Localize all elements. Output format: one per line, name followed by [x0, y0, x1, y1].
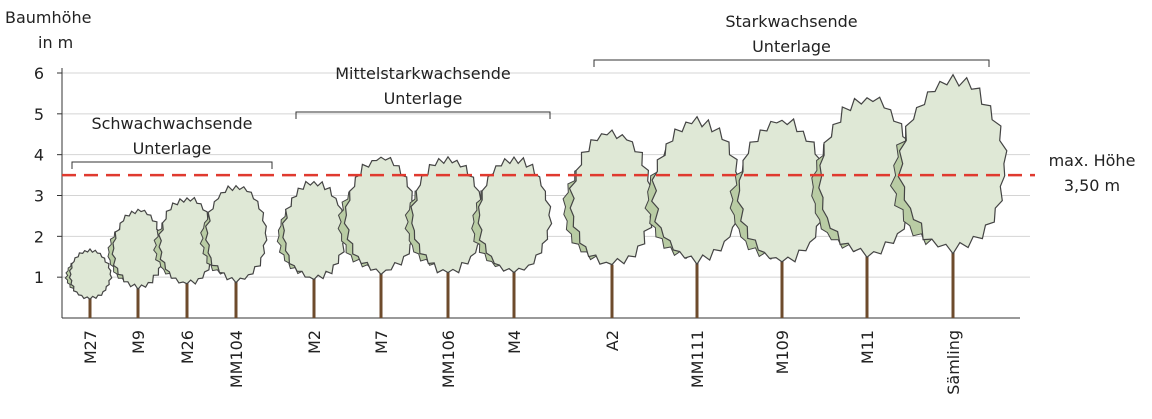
- chart: Baumhöhe in m 1 2 3 4 5 6 M27 M9 M26 MM104 Schwachwa…: [0, 0, 1152, 415]
- x-tick-label: M26: [178, 330, 197, 364]
- y-tick-label: 3: [34, 187, 44, 206]
- x-tick-label: Sämling: [944, 330, 963, 395]
- group-bracket: [72, 162, 272, 169]
- y-tick-label: 6: [34, 64, 44, 83]
- x-tick-label: MM106: [439, 330, 458, 388]
- group-bracket: [296, 112, 550, 119]
- group-label: Schwachwachsende: [91, 114, 252, 133]
- y-axis-title: in m: [38, 33, 73, 52]
- reference-label: max. Höhe: [1049, 151, 1136, 170]
- tree-crown: [570, 130, 655, 265]
- x-tick-label: M11: [858, 330, 877, 364]
- x-tick-label: MM111: [688, 330, 707, 388]
- y-tick-label: 2: [34, 227, 44, 246]
- y-axis-title: Baumhöhe: [5, 8, 91, 27]
- reference-label: 3,50 m: [1064, 176, 1120, 195]
- tree-crown: [69, 249, 111, 299]
- x-tick-label: M27: [81, 330, 100, 364]
- group-label: Unterlage: [752, 37, 831, 56]
- x-tick-label: M9: [129, 330, 148, 354]
- group-label: Unterlage: [133, 139, 212, 158]
- x-tick-label: MM104: [227, 330, 246, 388]
- y-tick-label: 4: [34, 146, 44, 165]
- group-label: Unterlage: [384, 89, 463, 108]
- x-tick-label: M2: [305, 330, 324, 354]
- y-tick-label: 1: [34, 268, 44, 287]
- x-tick-label: M7: [372, 330, 391, 354]
- group-label: Starkwachsende: [725, 12, 857, 31]
- group-label: Mittelstarkwachsende: [335, 64, 511, 83]
- x-tick-label: A2: [603, 330, 622, 351]
- tree-crown: [283, 182, 347, 280]
- x-tick-label: M109: [773, 330, 792, 374]
- y-tick-label: 5: [34, 105, 44, 124]
- x-tick-label: M4: [505, 330, 524, 354]
- group-bracket: [594, 60, 989, 67]
